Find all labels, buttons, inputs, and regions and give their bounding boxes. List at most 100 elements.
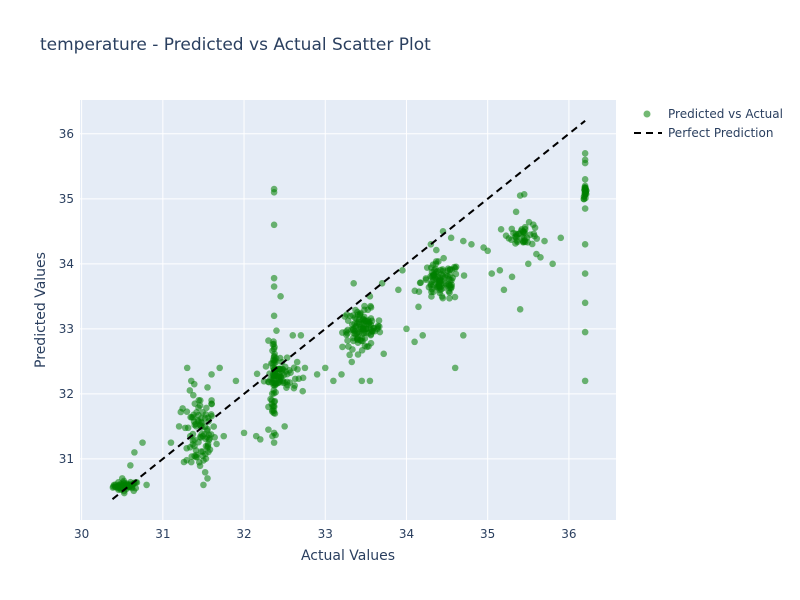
data-point: [428, 286, 436, 293]
y-axis-title: Predicted Values: [33, 252, 49, 368]
legend-label-predicted: Predicted vs Actual: [668, 107, 783, 121]
data-point: [537, 254, 544, 261]
data-point: [275, 370, 283, 378]
data-point: [240, 429, 248, 437]
y-tick-label: 33: [59, 322, 74, 336]
data-point: [193, 453, 201, 461]
data-point: [508, 273, 516, 281]
legend[interactable]: Predicted vs Actual Perfect Prediction: [634, 107, 783, 140]
data-point: [524, 260, 532, 268]
data-point: [531, 232, 538, 240]
data-point: [139, 439, 146, 446]
data-point: [270, 356, 277, 364]
data-point: [444, 265, 452, 272]
y-tick-label: 34: [59, 257, 74, 271]
data-point: [270, 312, 278, 320]
data-point: [343, 331, 350, 339]
data-point: [270, 221, 278, 229]
data-point: [118, 475, 126, 482]
y-tick-labels: 31 32 33 34 35 36: [59, 127, 74, 466]
data-point: [447, 234, 455, 242]
data-point: [367, 331, 375, 339]
data-point: [446, 289, 453, 296]
data-point: [290, 384, 298, 392]
data-point: [376, 328, 384, 336]
data-point: [354, 336, 361, 344]
data-point: [265, 426, 272, 433]
data-point: [200, 481, 207, 489]
data-point: [271, 382, 279, 389]
data-point: [520, 190, 528, 198]
data-point: [581, 241, 589, 248]
data-point: [210, 423, 218, 430]
data-point: [204, 384, 211, 391]
data-point: [439, 294, 447, 302]
data-point: [460, 237, 467, 245]
data-point: [446, 294, 453, 302]
data-point: [352, 322, 360, 330]
data-point: [186, 443, 194, 451]
data-point: [290, 364, 298, 372]
data-point: [581, 150, 589, 157]
data-point: [581, 159, 589, 167]
data-point: [123, 480, 130, 487]
data-point: [581, 377, 589, 385]
data-point: [131, 449, 138, 456]
data-point: [313, 371, 321, 378]
data-point: [345, 343, 352, 350]
data-point: [496, 267, 504, 274]
data-point: [204, 475, 211, 482]
data-point: [365, 321, 373, 329]
data-point: [376, 323, 383, 330]
x-gridlines: [81, 100, 570, 520]
data-point: [416, 279, 424, 287]
data-point: [549, 260, 556, 268]
data-point: [516, 306, 524, 313]
data-point: [395, 286, 402, 294]
data-point: [195, 396, 203, 404]
data-point: [512, 208, 520, 216]
data-point: [581, 270, 589, 277]
data-point: [201, 468, 209, 476]
data-point: [232, 377, 240, 385]
data-point: [208, 397, 215, 404]
data-point: [375, 317, 383, 324]
data-point: [423, 264, 431, 271]
data-point: [451, 293, 459, 301]
data-point: [358, 377, 366, 385]
data-point: [581, 176, 589, 183]
data-point: [440, 284, 448, 291]
data-point: [428, 273, 436, 280]
data-point: [582, 190, 589, 198]
data-point: [299, 374, 307, 382]
data-point: [528, 240, 536, 248]
data-point: [439, 266, 446, 273]
data-point: [208, 371, 215, 378]
data-point: [284, 381, 291, 389]
data-point: [508, 225, 516, 233]
data-point: [484, 247, 491, 255]
data-point: [203, 404, 210, 412]
data-point: [143, 481, 150, 489]
data-point: [270, 274, 278, 282]
data-point: [581, 328, 589, 336]
data-point: [460, 272, 468, 279]
data-point: [354, 351, 362, 358]
legend-item-perfect[interactable]: Perfect Prediction: [634, 126, 773, 140]
legend-item-predicted[interactable]: Predicted vs Actual: [643, 107, 783, 121]
data-point: [354, 311, 362, 318]
data-point: [344, 317, 352, 324]
data-point: [363, 343, 371, 351]
data-point: [220, 432, 228, 440]
data-point: [436, 276, 444, 283]
data-point: [191, 421, 198, 429]
data-point: [190, 391, 197, 399]
y-tick-label: 36: [59, 127, 74, 141]
x-tick-label: 36: [561, 527, 576, 541]
data-point: [497, 226, 505, 233]
data-point: [265, 337, 272, 344]
data-point: [283, 354, 291, 361]
data-point: [299, 387, 307, 395]
data-point: [330, 377, 337, 385]
data-point: [346, 351, 353, 359]
